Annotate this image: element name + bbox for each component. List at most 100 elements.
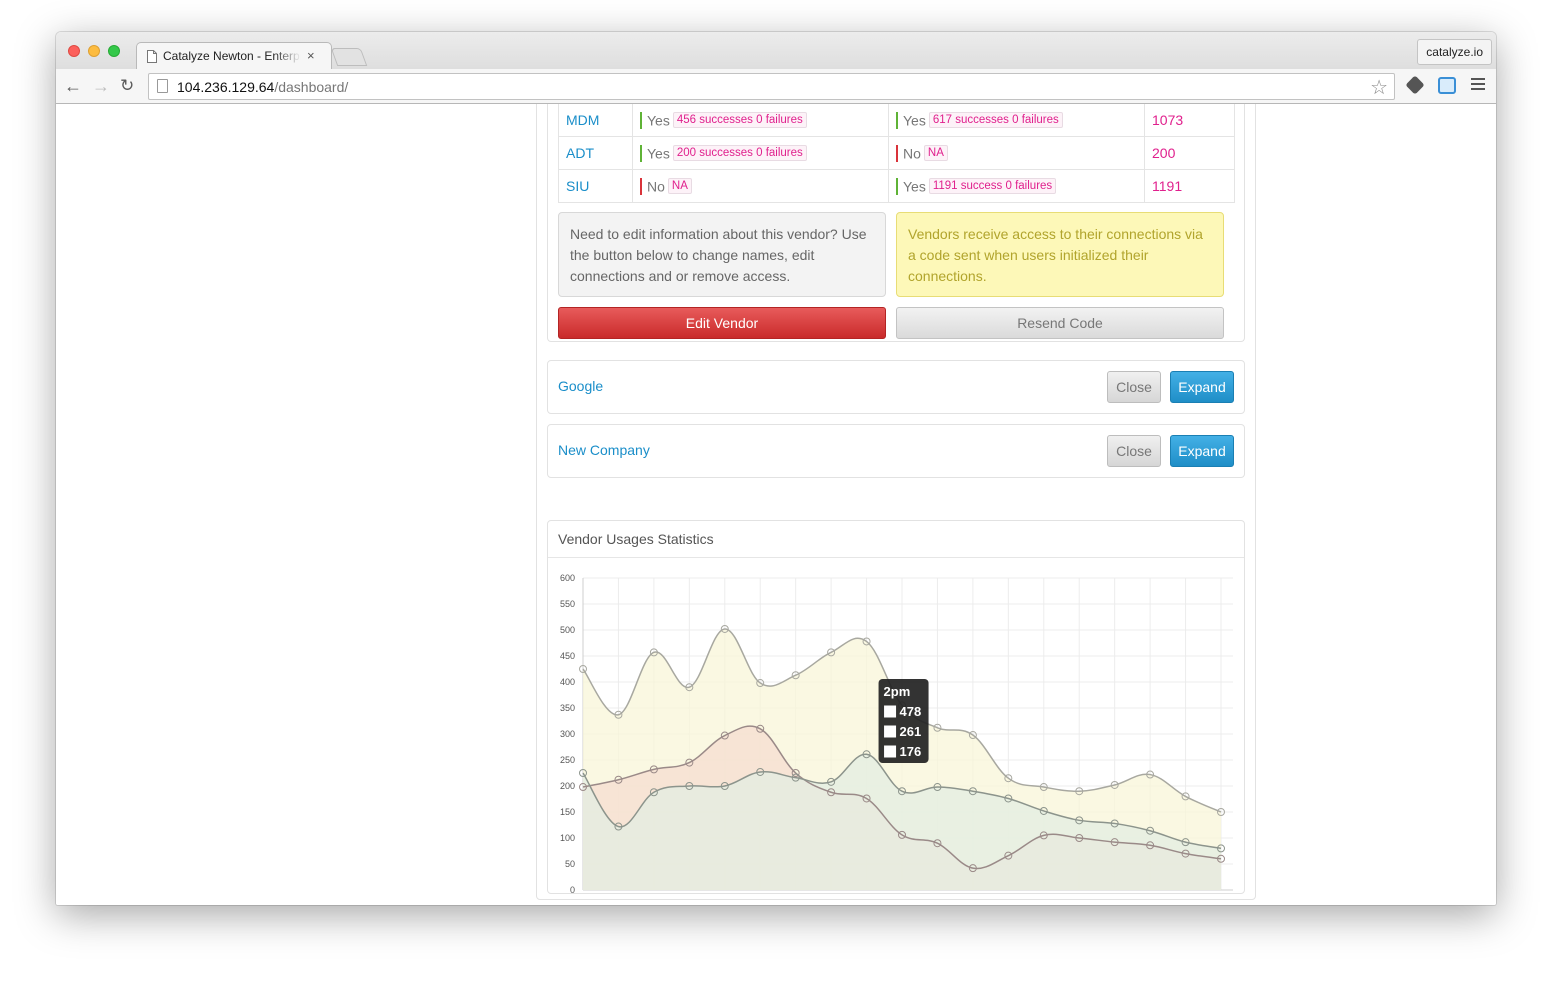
data-point: [1039, 783, 1048, 792]
data-point: [791, 773, 800, 782]
series-line: [582, 725, 1222, 870]
data-point: [685, 758, 694, 767]
forward-arrow-icon[interactable]: →: [92, 76, 110, 96]
expand-button[interactable]: Expand: [1170, 435, 1234, 467]
expand-button[interactable]: Expand: [1170, 371, 1234, 403]
company-panel-google: Google Close Expand: [547, 360, 1245, 414]
tab-close-icon[interactable]: ×: [307, 48, 315, 63]
data-point: [933, 723, 942, 732]
profile-button[interactable]: catalyze.io: [1417, 39, 1492, 65]
page-info-icon[interactable]: [157, 79, 168, 93]
data-point: [862, 750, 871, 759]
y-tick-label: 500: [560, 625, 575, 635]
data-point: [1004, 851, 1013, 860]
status-indicator: [896, 177, 898, 195]
data-point: [933, 783, 942, 792]
status-label: No: [903, 145, 921, 162]
connection-name[interactable]: MDM: [558, 104, 633, 137]
address-bar[interactable]: 104.236.129.64/dashboard/ ☆: [148, 73, 1395, 100]
edit-vendor-button[interactable]: Edit Vendor: [558, 307, 886, 339]
edit-vendor-note: Need to edit information about this vend…: [558, 212, 886, 297]
tooltip-value: 176: [900, 744, 922, 759]
data-point: [1075, 834, 1084, 842]
close-button[interactable]: Close: [1107, 371, 1161, 403]
y-tick-label: 150: [560, 807, 575, 817]
connection-total: 200: [1144, 136, 1235, 170]
data-point: [720, 782, 729, 790]
outbound-status: Yes 617 successes 0 failures: [888, 104, 1145, 137]
status-detail-badge: NA: [667, 178, 692, 195]
reload-icon[interactable]: ↻: [120, 76, 135, 95]
tooltip-value: 261: [900, 724, 922, 739]
data-point: [720, 731, 729, 740]
maximize-window-button[interactable]: [108, 45, 120, 57]
y-tick-label: 450: [560, 651, 575, 661]
status-indicator: [640, 144, 642, 162]
company-name[interactable]: Google: [558, 378, 604, 394]
data-point: [649, 648, 658, 657]
browser-window: Catalyze Newton - Enterprise × catalyze.…: [56, 32, 1496, 905]
minimize-window-button[interactable]: [88, 45, 100, 57]
y-tick-label: 0: [570, 885, 575, 893]
tooltip-title: 2pm: [884, 684, 911, 699]
series-line: [582, 753, 1222, 850]
resend-code-button[interactable]: Resend Code: [896, 307, 1224, 339]
y-tick-label: 200: [560, 781, 575, 791]
y-tick-label: 550: [560, 599, 575, 609]
connection-name[interactable]: SIU: [558, 169, 633, 203]
status-label: No: [647, 178, 665, 195]
data-point: [1110, 780, 1119, 789]
browser-menu-icon[interactable]: [1471, 78, 1485, 93]
data-point: [685, 782, 694, 790]
data-point: [1004, 794, 1013, 803]
data-point: [1110, 838, 1119, 847]
outbound-status: No NA: [888, 136, 1145, 170]
data-point: [614, 775, 623, 784]
data-point: [827, 777, 836, 786]
usage-chart: 0501001502002503003504004505005506006am7…: [560, 573, 1233, 893]
status-detail-badge: 617 successes 0 failures: [928, 112, 1063, 129]
data-point: [1181, 838, 1190, 847]
inbound-status: Yes 456 successes 0 failures: [632, 104, 889, 137]
data-point: [1146, 841, 1155, 850]
bookmark-star-icon[interactable]: ☆: [1370, 77, 1388, 99]
outbound-status: Yes 1191 success 0 failures: [888, 169, 1145, 203]
data-point: [898, 830, 906, 839]
access-code-note: Vendors receive access to their connecti…: [896, 212, 1224, 297]
data-point: [862, 794, 871, 803]
chart-tooltip: [878, 679, 929, 763]
data-point: [756, 724, 765, 733]
inbound-status: Yes 200 successes 0 failures: [632, 136, 889, 170]
status-detail-badge: 200 successes 0 failures: [672, 145, 807, 162]
data-point: [649, 765, 658, 774]
close-button[interactable]: Close: [1107, 435, 1161, 467]
extension-bird-icon[interactable]: [1438, 77, 1456, 94]
close-window-button[interactable]: [68, 45, 80, 57]
data-point: [968, 864, 977, 873]
data-point: [827, 788, 836, 797]
data-point: [1217, 854, 1225, 863]
status-indicator: [640, 111, 642, 129]
new-tab-button[interactable]: [330, 48, 368, 66]
data-point: [614, 710, 623, 719]
data-point: [1217, 808, 1225, 816]
url-path: /dashboard/: [274, 79, 349, 95]
status-label: Yes: [903, 178, 926, 195]
connection-name[interactable]: ADT: [558, 136, 633, 170]
company-name[interactable]: New Company: [558, 442, 650, 458]
browser-tab[interactable]: Catalyze Newton - Enterprise ×: [136, 42, 332, 69]
page-content: MDM Yes 456 successes 0 failures Yes 617 suc…: [56, 104, 1496, 905]
extension-shield-icon[interactable]: [1405, 75, 1425, 95]
data-point: [720, 624, 729, 633]
data-point: [756, 679, 765, 688]
url-host: 104.236.129.64: [177, 79, 275, 95]
data-point: [791, 769, 800, 777]
company-panel-new-company: New Company Close Expand: [547, 424, 1245, 478]
data-point: [756, 767, 765, 776]
status-label: Yes: [647, 112, 670, 129]
back-arrow-icon[interactable]: ←: [64, 76, 82, 96]
y-tick-label: 250: [560, 755, 575, 765]
y-tick-label: 600: [560, 573, 575, 583]
y-tick-label: 300: [560, 729, 575, 739]
y-tick-label: 350: [560, 703, 575, 713]
